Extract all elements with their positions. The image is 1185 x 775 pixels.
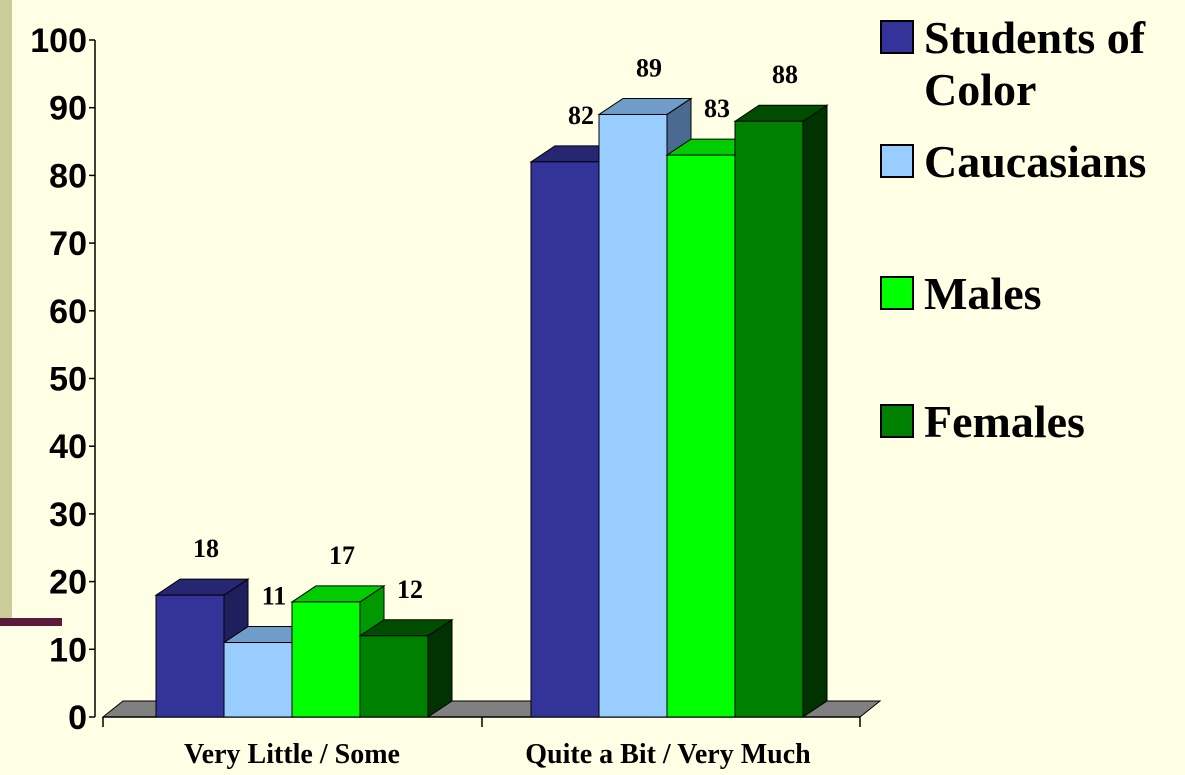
bar-front [291,601,361,718]
left-side-bar [0,0,12,618]
legend-item-females: Females [880,396,1085,448]
bar [358,618,454,718]
data-label: 11 [262,582,287,611]
legend-label: Students of Color [924,12,1146,115]
bar-front [530,161,600,718]
category-label: Very Little / Some [184,739,400,770]
y-tick-label: 90 [49,90,87,128]
bar [733,104,829,718]
bar-front [598,113,668,718]
category-label: Quite a Bit / Very Much [525,739,811,770]
y-tick-label: 0 [68,699,87,737]
legend-item-students-of-color: Students of Color [880,12,1145,116]
bars [154,97,829,718]
legend-swatch [880,20,914,54]
bar-front [734,120,804,718]
y-axis-ticks: 0 10 20 30 40 50 60 70 80 90 100 [30,22,95,737]
bar-side [802,104,828,718]
y-tick-label: 100 [30,22,87,60]
bar-front [223,642,293,718]
y-tick-label: 40 [49,428,87,466]
legend-swatch [880,404,914,438]
y-tick-label: 20 [49,564,87,602]
data-label: 89 [636,53,662,82]
data-labels: 18 11 17 12 82 89 83 88 [193,53,798,610]
data-label: 83 [704,94,730,123]
legend-label: Females [924,396,1085,447]
data-label: 12 [397,575,423,604]
y-tick-label: 10 [49,631,87,669]
y-tick-label: 50 [49,361,87,399]
legend-label: Males [924,268,1042,319]
bar-front [359,635,429,718]
data-label: 88 [772,60,798,89]
legend-label: Caucasians [924,136,1147,187]
y-tick-label: 80 [49,157,87,195]
legend-item-males: Males [880,268,1042,320]
data-label: 18 [193,534,219,563]
category-labels: Very Little / Some Quite a Bit / Very Muc… [184,739,811,770]
legend-swatch [880,276,914,310]
x-axis-ticks [102,717,861,727]
legend-item-caucasians: Caucasians [880,136,1146,188]
y-tick-label: 60 [49,293,87,331]
data-label: 17 [329,541,355,570]
bar-front [666,154,736,718]
y-tick-label: 30 [49,496,87,534]
legend-swatch [880,144,914,178]
bar-front [155,594,225,718]
y-tick-label: 70 [49,225,87,263]
data-label: 82 [568,101,594,130]
left-side-accent [0,618,62,626]
bar-side [427,618,453,718]
